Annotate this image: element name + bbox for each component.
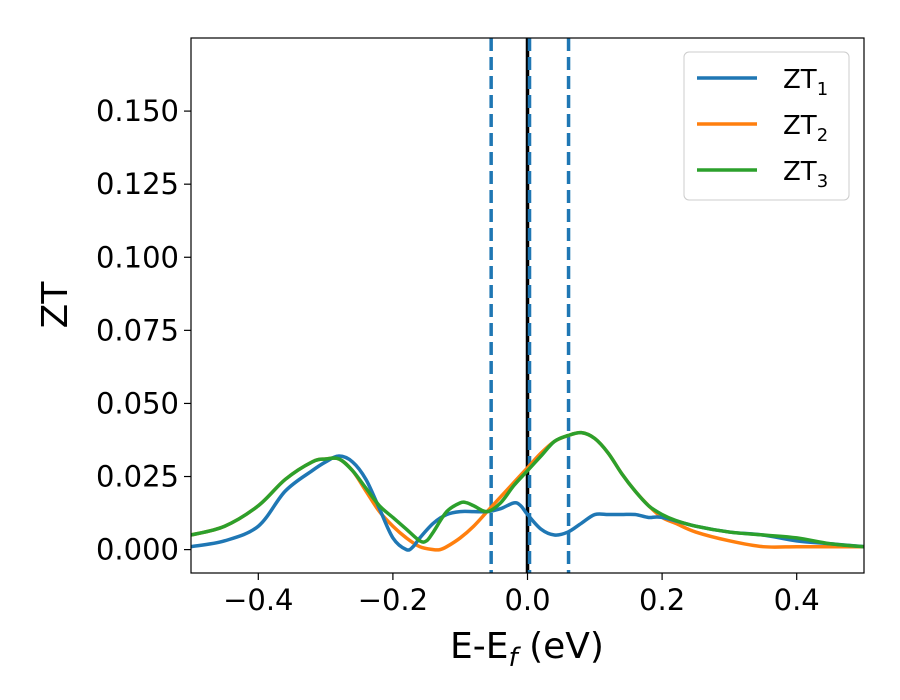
y-tick-label: 0.025 [96, 460, 179, 494]
x-tick-label: −0.2 [358, 583, 428, 617]
y-axis-title: ZT [35, 281, 76, 329]
legend-label-zt3: ZT3 [783, 157, 828, 192]
reference-lines [489, 38, 571, 573]
y-tick-label: 0.075 [96, 313, 179, 347]
x-axis: −0.4 −0.2 0.0 0.2 0.4 [223, 573, 820, 617]
series-line-zt3 [191, 430, 864, 549]
y-tick-label: 0.125 [96, 167, 179, 201]
series-line-zt1 [191, 454, 864, 552]
y-tick-label: 0.050 [96, 386, 179, 420]
y-tick-label: 0.100 [96, 240, 179, 274]
x-axis-title: E-Ef (eV) [450, 626, 604, 673]
legend-label-zt2: ZT2 [783, 111, 828, 146]
legend-box [683, 51, 850, 201]
legend: ZT1 ZT2 ZT3 [683, 51, 850, 201]
y-axis: 0.000 0.025 0.050 0.075 0.100 0.125 0.150 [96, 94, 191, 567]
x-tick-label: 0.0 [504, 583, 550, 617]
x-tick-label: 0.2 [639, 583, 685, 617]
series-lines [191, 430, 864, 552]
x-tick-label: −0.4 [223, 583, 293, 617]
y-tick-label: 0.150 [96, 94, 179, 128]
x-tick-label: 0.4 [774, 583, 820, 617]
y-tick-label: 0.000 [96, 533, 179, 567]
legend-label-zt1: ZT1 [783, 65, 828, 100]
